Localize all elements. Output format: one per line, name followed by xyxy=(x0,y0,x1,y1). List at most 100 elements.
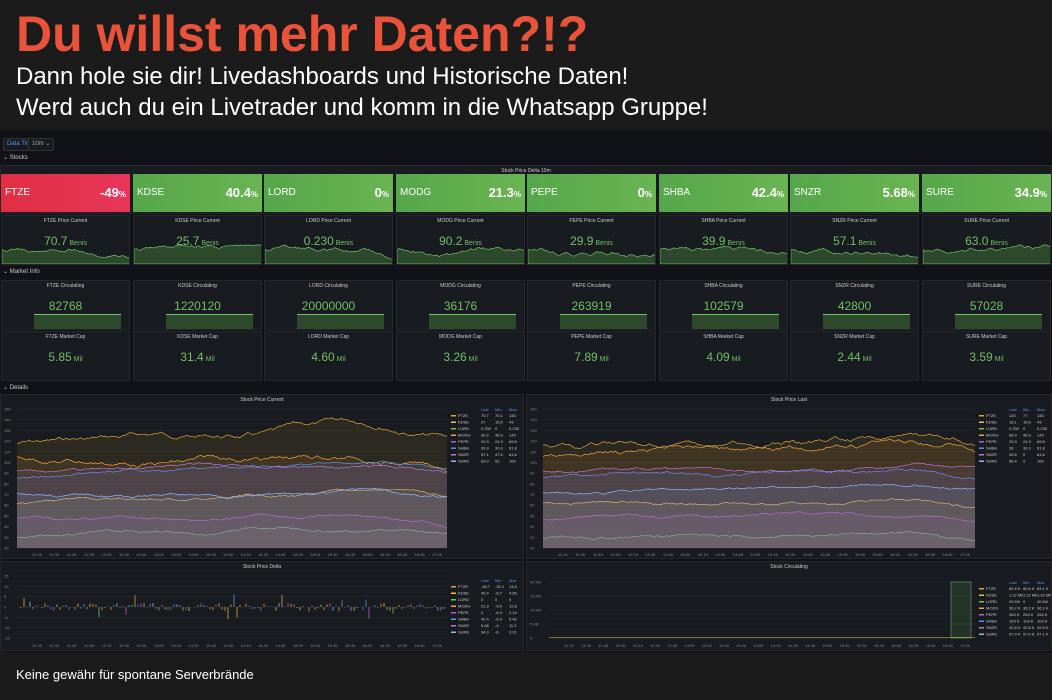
legend-name-modg[interactable]: MODG xyxy=(458,604,470,609)
y-tick-label: 10 xyxy=(4,584,9,589)
legend-value: 42.8 K xyxy=(1023,625,1035,630)
legend-value: 28 xyxy=(1009,446,1014,451)
tile-title: KDSE Price Current xyxy=(175,218,220,224)
legend-swatch xyxy=(451,586,456,588)
y-tick-label: 110 xyxy=(4,449,11,454)
legend-name-pepe[interactable]: PEPE xyxy=(458,610,469,615)
legend-value: 2.14 xyxy=(509,610,518,615)
x-tick-label: 13:00 xyxy=(685,643,696,648)
legend-name-snzr[interactable]: SNZR xyxy=(986,625,997,630)
legend-name-shba[interactable]: SHBA xyxy=(986,446,997,451)
fill-bar xyxy=(296,314,385,329)
legend-value: 61.8 xyxy=(1037,446,1046,451)
legend-value: 36.2 K xyxy=(1009,606,1021,611)
cap-tile-sure: SURE Market Cap 3.59 Mil xyxy=(922,331,1051,381)
legend-value: 42.8 K xyxy=(1037,625,1049,630)
legend-name-lord[interactable]: LORD xyxy=(458,426,469,431)
legend-name-pepe[interactable]: PEPE xyxy=(986,612,997,617)
interval-select[interactable]: 10m ⌄ xyxy=(28,138,55,151)
legend-value: 57.1 K xyxy=(1037,632,1049,637)
x-tick-label: 11:15 xyxy=(558,552,568,557)
legend-value: 0 xyxy=(1023,452,1026,457)
x-tick-label: 16:00 xyxy=(362,643,373,648)
legend-swatch xyxy=(979,460,984,462)
x-tick-label: 12:45 xyxy=(667,643,678,648)
legend-header: Max xyxy=(1037,580,1045,585)
legend-name-pepe[interactable]: PEPE xyxy=(458,439,469,444)
cap-tile-shba: SHBA Market Cap 4.09 Mil xyxy=(659,331,788,381)
legend-name-kdse[interactable]: KDSE xyxy=(458,591,469,596)
chart-price-delta-title: Stock Price Delta xyxy=(242,564,282,570)
legend-swatch xyxy=(979,627,984,629)
cap-tile-snzr: SNZR Market Cap 2.44 Mil xyxy=(790,331,919,381)
legend-name-modg[interactable]: MODG xyxy=(986,606,998,611)
y-tick-label: 30 xyxy=(530,535,535,540)
legend-value: 5.68 xyxy=(481,623,490,628)
legend-value: -49.7 xyxy=(481,584,491,589)
tile-title: LORD Market Cap xyxy=(307,334,350,340)
legend-value: 20 Mil xyxy=(1037,599,1048,604)
delta-tile-kdse: KDSE 40.4% xyxy=(133,174,262,212)
x-tick-label: 14:30 xyxy=(258,643,269,648)
legend-name-shba[interactable]: SHBA xyxy=(458,446,469,451)
legend-name-ftze[interactable]: FTZE xyxy=(986,413,996,418)
sparkline xyxy=(2,248,129,264)
legend-name-shba[interactable]: SHBA xyxy=(458,617,469,622)
x-tick-label: 14:00 xyxy=(223,552,234,557)
legend-name-sure[interactable]: SURE xyxy=(458,459,469,464)
legend-value: 57.0 K xyxy=(1009,632,1021,637)
subline-2: Werd auch du ein Livetrader und komm in … xyxy=(16,94,708,121)
row-details[interactable]: ⌄ Details xyxy=(3,385,29,391)
legend-value: 82.8 K xyxy=(1009,586,1021,591)
legend-value: 63.0 xyxy=(481,459,490,464)
sparkline xyxy=(660,245,787,264)
series-area xyxy=(543,468,975,548)
legend-name-shba[interactable]: SHBA xyxy=(986,619,997,624)
legend-name-snzr[interactable]: SNZR xyxy=(986,452,997,457)
legend-name-sure[interactable]: SURE xyxy=(458,630,469,635)
tile-title: LORD Circulating xyxy=(309,283,348,289)
legend-value: 1.22 Mil xyxy=(1023,593,1037,598)
legend-name-lord[interactable]: LORD xyxy=(986,599,997,604)
legend-name-modg[interactable]: MODG xyxy=(986,433,998,438)
y-tick-label: 20 Mil xyxy=(530,580,541,585)
legend-name-kdse[interactable]: KDSE xyxy=(986,593,997,598)
legend-name-lord[interactable]: LORD xyxy=(458,597,469,602)
x-tick-label: 15:15 xyxy=(839,643,850,648)
row-stocks[interactable]: ⌄ Stocks xyxy=(3,155,28,161)
x-tick-label: 13:45 xyxy=(206,552,217,557)
legend-name-snzr[interactable]: SNZR xyxy=(458,623,469,628)
legend-name-kdse[interactable]: KDSE xyxy=(458,420,469,425)
legend-name-ftze[interactable]: FTZE xyxy=(458,413,468,418)
series-area xyxy=(17,513,447,548)
legend-name-modg[interactable]: MODG xyxy=(458,433,470,438)
legend-name-sure[interactable]: SURE xyxy=(986,459,997,464)
legend-name-lord[interactable]: LORD xyxy=(986,426,997,431)
tile-title: SHBA Price Current xyxy=(701,218,746,224)
promo-banner: Du willst mehr Daten?!? Dann hole sie di… xyxy=(0,0,1052,130)
legend-name-sure[interactable]: SURE xyxy=(986,632,997,637)
x-tick-label: 13:30 xyxy=(719,643,730,648)
row-market-info[interactable]: ⌄ Market Info xyxy=(3,269,40,275)
y-tick-label: 120 xyxy=(530,439,537,444)
legend-name-pepe[interactable]: PEPE xyxy=(986,439,997,444)
y-tick-label: 20 xyxy=(530,546,535,551)
legend-swatch xyxy=(979,594,984,596)
x-tick-label: 14:15 xyxy=(771,643,782,648)
circ-tile-lord: LORD Circulating 20000000 xyxy=(264,280,393,330)
x-tick-label: 13:00 xyxy=(680,552,691,557)
series-line-sure xyxy=(542,483,976,495)
legend-header: Last xyxy=(481,407,489,412)
legend-name-ftze[interactable]: FTZE xyxy=(986,586,996,591)
x-tick-label: 12:30 xyxy=(645,552,656,557)
legend-value: 43 xyxy=(1037,420,1042,425)
delta-tile-value: -49% xyxy=(100,185,126,200)
legend-name-kdse[interactable]: KDSE xyxy=(986,420,997,425)
legend-swatch xyxy=(451,428,456,430)
delta-tile-value: 0% xyxy=(374,185,389,200)
x-tick-label: 12:15 xyxy=(102,643,113,648)
legend-value: -8.7 xyxy=(495,591,503,596)
legend-name-ftze[interactable]: FTZE xyxy=(458,584,468,589)
legend-name-snzr[interactable]: SNZR xyxy=(458,452,469,457)
delta-tile-shba: SHBA 42.4% xyxy=(659,174,788,212)
